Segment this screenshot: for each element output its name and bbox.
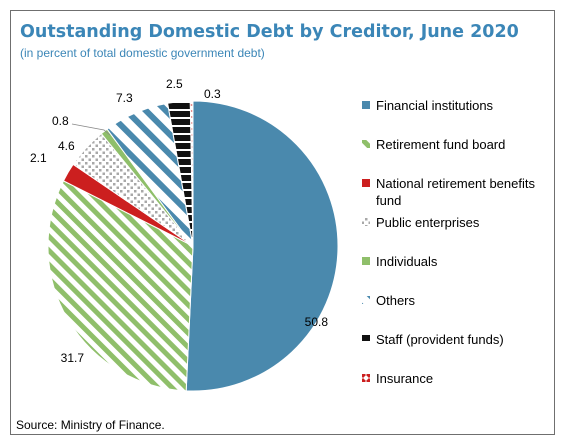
legend-swatch-public-enterprises	[362, 218, 370, 226]
data-label-retirement-fund-board: 31.7	[61, 351, 85, 365]
legend-swatch-staff-provident-funds	[362, 335, 370, 343]
legend-label-others: Others	[376, 293, 416, 308]
pie-slice-insurance	[189, 100, 194, 247]
chart-title: Outstanding Domestic Debt by Creditor, J…	[20, 22, 519, 42]
data-label-individuals: 0.8	[52, 114, 69, 128]
legend-label-national-retirement-benefits-fund: National retirement benefits fund	[376, 176, 535, 208]
legend-swatch-individuals	[362, 257, 370, 265]
legend-swatch-financial-institutions	[362, 101, 370, 109]
legend-swatch-insurance	[362, 374, 370, 382]
legend-label-financial-institutions: Financial institutions	[376, 98, 494, 113]
pie-slice-retirement-fund-board	[47, 180, 194, 392]
data-label-others: 7.3	[116, 91, 133, 105]
legend-label-individuals: Individuals	[376, 254, 438, 269]
data-label-financial-institutions: 50.8	[305, 315, 329, 329]
legend-label-insurance: Insurance	[376, 371, 433, 386]
legend-swatch-others	[362, 296, 370, 304]
legend-label-staff-provident-funds: Staff (provident funds)	[376, 332, 504, 347]
legend-label-public-enterprises: Public enterprises	[376, 215, 480, 230]
chart-subtitle: (in percent of total domestic government…	[20, 46, 265, 60]
data-label-staff-provident-funds: 2.5	[166, 77, 183, 91]
legend-swatch-retirement-fund-board	[362, 140, 370, 148]
data-label-insurance: 0.3	[204, 87, 221, 101]
pie-slice-financial-institutions	[185, 100, 339, 392]
data-label-national-retirement-benefits-fund: 2.1	[30, 151, 47, 165]
data-label-public-enterprises: 4.6	[58, 139, 75, 153]
source-note: Source: Ministry of Finance.	[16, 418, 165, 432]
legend-label-retirement-fund-board: Retirement fund board	[376, 137, 505, 152]
legend-swatch-national-retirement-benefits-fund	[362, 179, 370, 187]
leader-line-individuals	[71, 123, 111, 136]
